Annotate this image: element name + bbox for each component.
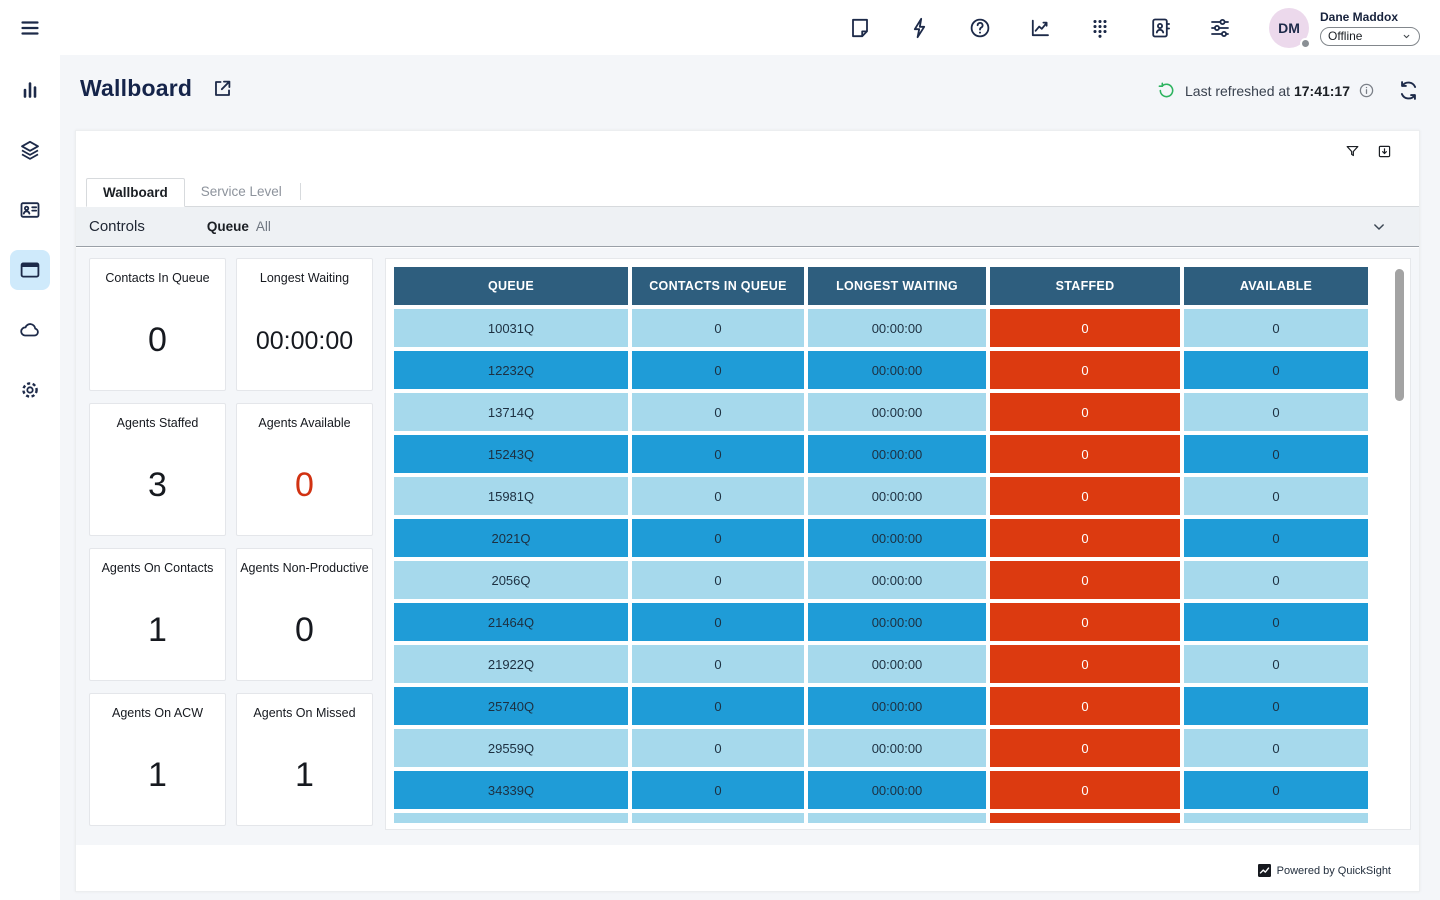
kpi-agents-non-productive: Agents Non-Productive 0 bbox=[236, 548, 373, 681]
table-row: 12232Q000:00:0000 bbox=[394, 351, 1368, 393]
queue-control-label[interactable]: Queue bbox=[207, 219, 249, 234]
tab-divider bbox=[300, 183, 301, 200]
help-icon[interactable] bbox=[968, 16, 992, 40]
external-link-icon[interactable] bbox=[211, 77, 234, 100]
menu-icon[interactable] bbox=[18, 16, 42, 40]
table-row: 15981Q000:00:0000 bbox=[394, 477, 1368, 519]
col-header-longest: LONGEST WAITING bbox=[808, 267, 986, 305]
table-scrollbar[interactable] bbox=[1395, 269, 1404, 401]
controls-bar: Controls Queue All bbox=[76, 207, 1419, 247]
table-row: 13714Q000:00:0000 bbox=[394, 393, 1368, 435]
queue-control-value[interactable]: All bbox=[256, 219, 271, 234]
dashboard-sheet: Contacts In Queue 0 Longest Waiting 00:0… bbox=[76, 248, 1419, 845]
controls-chevron-icon[interactable] bbox=[1370, 218, 1388, 236]
kpi-agents-on-acw: Agents On ACW 1 bbox=[89, 693, 226, 826]
table-row: 29559Q000:00:0000 bbox=[394, 729, 1368, 771]
table-row: 34339Q000:00:0000 bbox=[394, 771, 1368, 813]
user-avatar[interactable]: DM bbox=[1269, 8, 1309, 48]
chevron-down-icon bbox=[1401, 31, 1412, 42]
table-row: 15243Q000:00:0000 bbox=[394, 435, 1368, 477]
contact-card-icon bbox=[18, 198, 42, 222]
sidebar-item-settings[interactable] bbox=[10, 370, 50, 410]
controls-label: Controls bbox=[89, 218, 145, 235]
table-row: 25740Q000:00:0000 bbox=[394, 687, 1368, 729]
metrics-icon bbox=[18, 78, 42, 102]
table-row: 2021Q000:00:0000 bbox=[394, 519, 1368, 561]
kpi-agents-on-missed: Agents On Missed 1 bbox=[236, 693, 373, 826]
last-refreshed-time: 17:41:17 bbox=[1294, 83, 1350, 99]
table-row: 21922Q000:00:0000 bbox=[394, 645, 1368, 687]
main-content: Wallboard Last refreshed at 17:41:17 Wal… bbox=[60, 55, 1440, 900]
last-refreshed-text: Last refreshed at 17:41:17 bbox=[1185, 83, 1350, 99]
export-icon[interactable] bbox=[1376, 143, 1393, 160]
col-header-contacts: CONTACTS IN QUEUE bbox=[632, 267, 804, 305]
queue-table-card: QUEUE CONTACTS IN QUEUE LONGEST WAITING … bbox=[385, 258, 1411, 830]
info-icon[interactable] bbox=[1358, 82, 1375, 99]
kpi-contacts-in-queue: Contacts In Queue 0 bbox=[89, 258, 226, 391]
status-value: Offline bbox=[1328, 29, 1362, 43]
sliders-icon[interactable] bbox=[1208, 16, 1232, 40]
sidebar bbox=[0, 0, 60, 900]
table-body: 10031Q000:00:0000 12232Q000:00:0000 1371… bbox=[394, 309, 1368, 823]
dialpad-icon[interactable] bbox=[1088, 16, 1112, 40]
table-header-row: QUEUE CONTACTS IN QUEUE LONGEST WAITING … bbox=[394, 267, 1368, 309]
cloud-icon bbox=[18, 318, 42, 342]
history-icon bbox=[1157, 81, 1176, 100]
tab-bar: Wallboard Service Level bbox=[86, 178, 1419, 207]
table-row: 21464Q000:00:0000 bbox=[394, 603, 1368, 645]
kpi-longest-waiting: Longest Waiting 00:00:00 bbox=[236, 258, 373, 391]
sidebar-item-cloud[interactable] bbox=[10, 310, 50, 350]
powered-by-quicksight[interactable]: Powered by QuickSight bbox=[1258, 864, 1391, 877]
user-name: Dane Maddox bbox=[1320, 10, 1432, 24]
col-header-staffed: STAFFED bbox=[990, 267, 1180, 305]
sidebar-item-routing[interactable] bbox=[10, 130, 50, 170]
filter-icon[interactable] bbox=[1344, 143, 1361, 160]
gear-icon bbox=[18, 378, 42, 402]
wallboard-icon bbox=[18, 258, 42, 282]
sidebar-item-metrics[interactable] bbox=[10, 70, 50, 110]
powered-by-text: Powered by QuickSight bbox=[1277, 865, 1391, 877]
table-row bbox=[394, 813, 1368, 823]
queue-table: QUEUE CONTACTS IN QUEUE LONGEST WAITING … bbox=[394, 267, 1368, 823]
status-dropdown[interactable]: Offline bbox=[1320, 27, 1420, 46]
quicksight-logo-icon bbox=[1258, 864, 1271, 877]
tab-service-level[interactable]: Service Level bbox=[185, 177, 298, 206]
address-book-icon[interactable] bbox=[1148, 16, 1172, 40]
page-title: Wallboard bbox=[80, 75, 192, 102]
layers-icon bbox=[18, 138, 42, 162]
line-chart-icon[interactable] bbox=[1028, 16, 1052, 40]
col-header-available: AVAILABLE bbox=[1184, 267, 1368, 305]
kpi-grid: Contacts In Queue 0 Longest Waiting 00:0… bbox=[89, 258, 373, 826]
kpi-agents-on-contacts: Agents On Contacts 1 bbox=[89, 548, 226, 681]
kpi-agents-available: Agents Available 0 bbox=[236, 403, 373, 536]
tab-wallboard[interactable]: Wallboard bbox=[86, 178, 185, 207]
dashboard-panel: Wallboard Service Level Controls Queue A… bbox=[75, 130, 1420, 892]
table-row: 2056Q000:00:0000 bbox=[394, 561, 1368, 603]
topbar: DM Dane Maddox Offline bbox=[60, 0, 1440, 55]
col-header-queue: QUEUE bbox=[394, 267, 628, 305]
app-root: { "user": { "initials": "DM", "name": "D… bbox=[0, 0, 1440, 900]
lightning-icon[interactable] bbox=[908, 16, 932, 40]
sidebar-item-wallboard[interactable] bbox=[10, 250, 50, 290]
table-row: 10031Q000:00:0000 bbox=[394, 309, 1368, 351]
sidebar-item-users[interactable] bbox=[10, 190, 50, 230]
kpi-agents-staffed: Agents Staffed 3 bbox=[89, 403, 226, 536]
note-icon[interactable] bbox=[848, 16, 872, 40]
refresh-icon[interactable] bbox=[1397, 79, 1420, 102]
status-dot bbox=[1300, 38, 1311, 49]
